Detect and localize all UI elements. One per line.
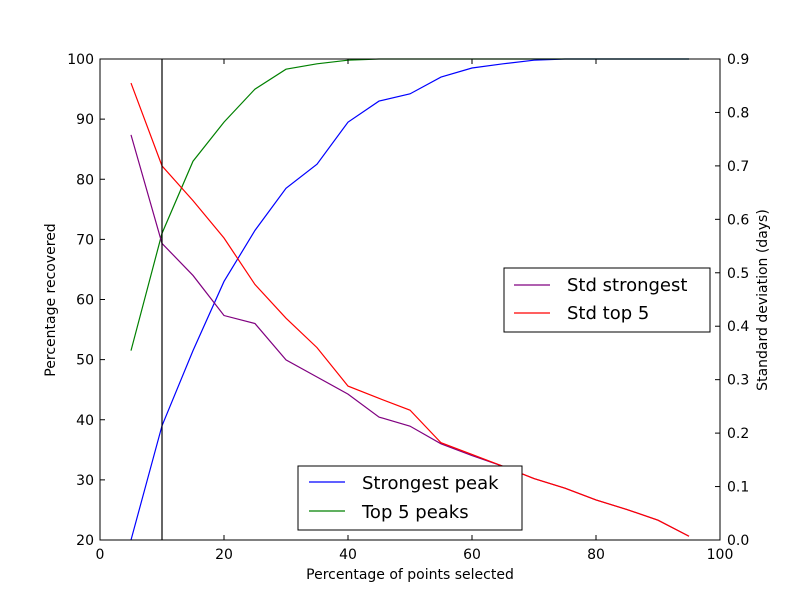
legend-label-std-strongest: Std strongest bbox=[567, 275, 687, 296]
y-tick-label: 60 bbox=[76, 293, 94, 309]
x-tick-label: 0 bbox=[96, 547, 105, 563]
legend-label-strongest-peak: Strongest peak bbox=[362, 473, 499, 494]
x-axis-label: Percentage of points selected bbox=[306, 567, 514, 583]
series-line-std-top-5 bbox=[130, 82, 690, 537]
y-tick-label: 90 bbox=[76, 112, 94, 128]
y-tick-label: 20 bbox=[76, 533, 94, 549]
y2-tick-label: 0.3 bbox=[727, 373, 749, 389]
y2-tick-label: 0.6 bbox=[727, 212, 749, 228]
y-tick-label: 40 bbox=[76, 413, 94, 429]
legend-label-std-top5: Std top 5 bbox=[567, 303, 649, 324]
y2-tick-label: 0.8 bbox=[727, 105, 749, 121]
y2-tick-label: 0.1 bbox=[727, 480, 749, 496]
y-tick-label: 80 bbox=[76, 172, 94, 188]
y2-tick-label: 0.7 bbox=[727, 159, 749, 175]
y-axis-label: Percentage recovered bbox=[43, 223, 59, 376]
legend-label-top5-peaks: Top 5 peaks bbox=[361, 502, 469, 523]
legend-right-box bbox=[503, 267, 711, 333]
legend-right: Std strongest Std top 5 bbox=[503, 267, 711, 333]
legend-left-box bbox=[297, 465, 523, 531]
y-tick-label: 70 bbox=[76, 232, 94, 248]
legend-left: Strongest peak Top 5 peaks bbox=[297, 465, 523, 531]
y-tick-label: 50 bbox=[76, 353, 94, 369]
y2-tick-label: 0.4 bbox=[727, 319, 749, 335]
x-tick-label: 100 bbox=[707, 547, 734, 563]
y2-tick-label: 0.0 bbox=[727, 533, 749, 549]
y2-tick-label: 0.2 bbox=[727, 426, 749, 442]
x-tick-label: 20 bbox=[215, 547, 233, 563]
x-tick-label: 80 bbox=[587, 547, 605, 563]
y2-axis-label: Standard deviation (days) bbox=[755, 209, 771, 391]
y2-tick-label: 0.5 bbox=[727, 266, 749, 282]
y-tick-label: 100 bbox=[67, 52, 94, 68]
y-tick-label: 30 bbox=[76, 473, 94, 489]
x-tick-label: 40 bbox=[339, 547, 357, 563]
x-tick-label: 60 bbox=[463, 547, 481, 563]
y2-tick-label: 0.9 bbox=[727, 52, 749, 68]
